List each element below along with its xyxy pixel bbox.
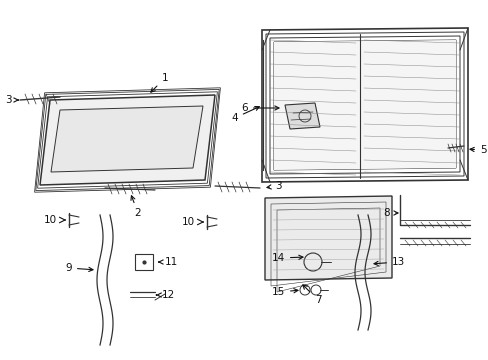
Text: 2: 2 [131, 196, 141, 218]
Text: 1: 1 [150, 73, 168, 92]
Text: 5: 5 [469, 145, 486, 155]
Text: 7: 7 [302, 285, 321, 305]
Text: 3: 3 [5, 95, 18, 105]
Text: 6: 6 [241, 103, 279, 113]
Text: 11: 11 [159, 257, 178, 267]
Text: 8: 8 [383, 208, 397, 218]
Polygon shape [264, 196, 391, 280]
Polygon shape [285, 103, 319, 129]
Text: 15: 15 [271, 287, 297, 297]
Text: 10: 10 [182, 217, 195, 227]
Text: 3: 3 [266, 181, 281, 191]
Text: 14: 14 [271, 253, 303, 263]
Text: 13: 13 [373, 257, 405, 267]
Text: 9: 9 [65, 263, 93, 273]
Polygon shape [51, 106, 203, 172]
Polygon shape [273, 40, 455, 170]
Text: 12: 12 [156, 290, 175, 300]
Polygon shape [40, 95, 215, 185]
Text: 10: 10 [44, 215, 57, 225]
Text: 4: 4 [231, 107, 259, 123]
